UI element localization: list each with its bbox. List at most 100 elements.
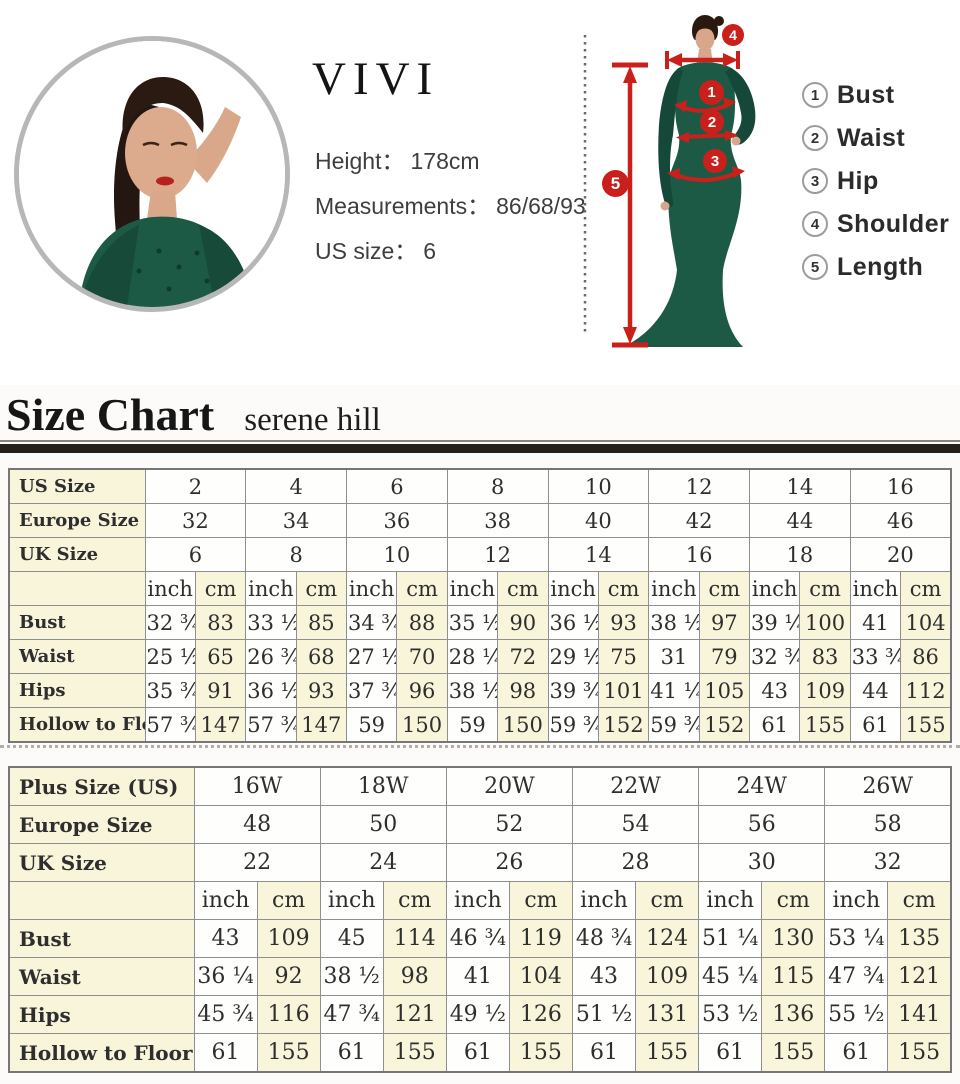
table-separator [0,745,960,748]
row-label-cell: Europe Size [8,805,195,844]
inch-value-cell: 39 ¼ [748,605,801,640]
size-value-cell: 16 [849,468,952,504]
inch-unit-cell: inch [748,571,801,606]
inch-value-cell: 61 [445,1033,510,1073]
inch-value-cell: 47 ¾ [319,995,384,1034]
circled-5-icon: 5 [802,254,828,280]
bust-badge: 1 [699,80,724,105]
cm-value-cell: 155 [256,1033,321,1073]
cm-value-cell: 119 [508,919,573,958]
cm-unit-cell: cm [382,881,447,920]
waist-badge: 2 [700,110,724,134]
size-value-cell: 32 [824,843,952,882]
size-value-cell: 40 [547,503,650,538]
cm-value-cell: 91 [194,673,247,708]
inch-unit-cell: inch [445,881,510,920]
inch-value-cell: 61 [571,1033,637,1073]
inch-unit-cell: inch [245,571,297,606]
size-value-cell: 48 [193,805,321,844]
row-label-cell: UK Size [8,843,195,882]
inch-value-cell: 59 [446,707,499,743]
cm-value-cell: 68 [295,639,348,674]
circled-1-icon: 1 [802,82,828,108]
cm-value-cell: 135 [887,919,952,958]
us-size-value: 6 [423,238,437,264]
brand-name: serene hill [244,402,381,438]
cm-value-cell: 126 [508,995,573,1034]
cm-value-cell: 121 [887,957,952,996]
size-value-cell: 20 [849,537,952,572]
measurements-label: Measurements： [315,193,491,219]
inch-value-cell: 38 ½ [319,957,384,996]
cm-value-cell: 124 [635,919,700,958]
inch-value-cell: 32 ¾ [748,639,801,674]
cm-unit-cell: cm [900,571,952,606]
inch-value-cell: 36 ¼ [193,957,258,996]
inch-unit-cell: inch [571,881,637,920]
length-badge: 5 [602,170,629,197]
circled-3-icon: 3 [802,168,828,194]
size-value-cell: 10 [346,537,448,572]
size-value-cell: 38 [446,503,549,538]
size-value-cell: 16W [193,766,321,806]
cm-value-cell: 98 [497,673,549,708]
cm-unit-cell: cm [761,881,826,920]
inch-value-cell: 53 ½ [698,995,763,1034]
row-label-cell: Waist [8,639,146,674]
cm-value-cell: 155 [799,707,851,743]
heading-bar [0,444,960,453]
row-label-cell: Hips [8,673,146,708]
cm-value-cell: 75 [597,639,650,674]
cm-value-cell: 152 [698,707,751,743]
heading-rule [0,440,960,442]
cm-value-cell: 100 [799,605,851,640]
inch-value-cell: 41 ¼ [648,673,700,708]
inch-value-cell: 57 ¾ [144,707,196,743]
size-value-cell: 26W [824,766,952,806]
measurements-value: 86/68/93 [496,193,586,219]
inch-value-cell: 37 ¾ [345,673,398,708]
cm-value-cell: 155 [382,1033,447,1073]
inch-value-cell: 49 ½ [445,995,510,1034]
size-value-cell: 28 [571,843,700,882]
inch-value-cell: 33 ½ [245,605,297,640]
cm-value-cell: 121 [382,995,447,1034]
inch-value-cell: 38 ½ [446,673,499,708]
inch-value-cell: 55 ½ [824,995,889,1034]
cm-value-cell: 141 [887,995,952,1034]
cm-unit-cell: cm [256,881,321,920]
size-value-cell: 22W [571,766,700,806]
circled-2-icon: 2 [802,125,828,151]
size-value-cell: 36 [346,503,448,538]
inch-value-cell: 25 ½ [144,639,196,674]
cm-value-cell: 88 [396,605,448,640]
model-name: VIVI [312,53,440,105]
size-chart-title: Size Chart [6,389,215,440]
size-value-cell: 34 [245,503,347,538]
inch-value-cell: 33 ¾ [849,639,902,674]
row-label-cell [8,881,195,920]
inch-value-cell: 43 [193,919,258,958]
cm-unit-cell: cm [295,571,348,606]
cm-value-cell: 150 [497,707,549,743]
cm-value-cell: 136 [761,995,826,1034]
legend-item-waist: 2 Waist [802,124,949,152]
inch-value-cell: 35 ½ [446,605,499,640]
cm-value-cell: 147 [295,707,348,743]
size-chart-heading: Size Chart serene hill [6,388,381,441]
row-label-cell: Bust [8,919,195,958]
cm-value-cell: 155 [635,1033,700,1073]
inch-value-cell: 29 ½ [547,639,599,674]
inch-value-cell: 43 [748,673,801,708]
size-value-cell: 56 [698,805,826,844]
size-value-cell: 10 [547,468,650,504]
size-value-cell: 58 [824,805,952,844]
size-value-cell: 8 [446,468,549,504]
size-value-cell: 12 [648,468,750,504]
cm-value-cell: 72 [497,639,549,674]
size-value-cell: 26 [445,843,573,882]
cm-unit-cell: cm [497,571,549,606]
shoulder-badge: 4 [722,24,744,46]
size-value-cell: 14 [749,468,851,504]
size-value-cell: 46 [849,503,952,538]
